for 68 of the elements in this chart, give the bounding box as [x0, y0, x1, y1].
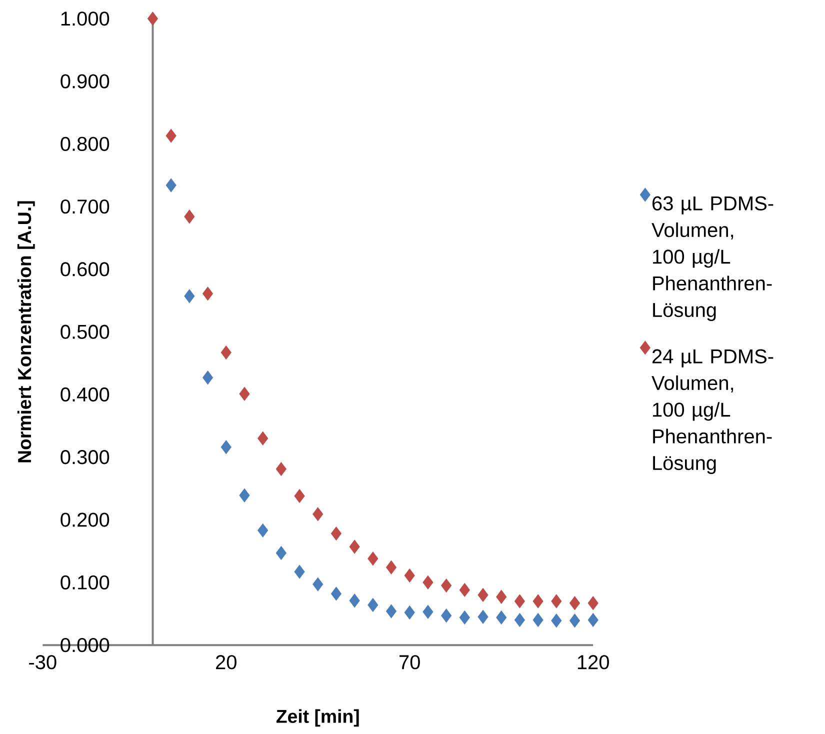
point	[330, 526, 342, 540]
point	[349, 593, 360, 608]
point	[551, 594, 562, 608]
point	[312, 507, 324, 521]
point	[532, 612, 544, 627]
point	[496, 610, 507, 624]
y-tick-label: 0.100	[60, 575, 110, 590]
point	[368, 598, 378, 612]
point	[478, 610, 488, 624]
point	[459, 610, 470, 624]
point	[276, 546, 286, 560]
y-tick-label: 0.400	[60, 387, 110, 402]
y-tick-label: 0.600	[60, 262, 110, 276]
y-tick-label: 0.800	[60, 136, 110, 151]
point	[202, 286, 214, 300]
point	[588, 612, 598, 627]
point	[276, 462, 286, 476]
x-axis-title: Zeit [min]	[276, 709, 359, 726]
point	[294, 488, 305, 503]
legend-label: 63 µL PDMS-Volumen, 100 µg/L Phenanthren-Lösung	[652, 196, 774, 321]
point	[386, 560, 397, 574]
point	[368, 552, 378, 566]
point	[239, 386, 250, 401]
point	[441, 578, 452, 592]
point	[202, 370, 214, 384]
point	[551, 614, 562, 628]
point	[569, 596, 580, 610]
point	[569, 614, 580, 628]
point	[404, 605, 415, 620]
point	[386, 604, 397, 618]
point	[514, 612, 525, 627]
point	[184, 289, 195, 303]
point	[220, 440, 232, 454]
y-tick-label: 0.700	[60, 199, 110, 214]
point	[258, 431, 268, 446]
point	[147, 12, 158, 26]
point	[441, 608, 452, 622]
point	[258, 523, 268, 538]
y-tick-label: 0.900	[60, 74, 110, 88]
x-tick-label: 70	[400, 654, 420, 670]
x-tick-label: -30	[29, 654, 56, 670]
x-tick-label: 120	[578, 654, 609, 670]
y-tick-label: 0.200	[60, 512, 110, 527]
point	[330, 586, 342, 600]
point	[532, 594, 544, 608]
point	[588, 596, 598, 610]
y-axis-title: Normiert Konzentration [A.U.]	[17, 201, 35, 462]
point	[220, 345, 232, 360]
point	[294, 564, 305, 579]
y-tick-label: 0.500	[60, 324, 110, 339]
point	[166, 128, 176, 143]
point	[239, 488, 250, 502]
point	[496, 590, 507, 604]
point	[166, 178, 176, 192]
point	[514, 594, 525, 608]
point	[422, 575, 434, 590]
point	[404, 568, 415, 582]
point	[349, 540, 360, 554]
x-tick-label: 20	[216, 654, 236, 670]
point	[422, 604, 434, 619]
point	[478, 588, 488, 602]
legend-label: 24 µL PDMS-Volumen, 100 µg/L Phenanthren-Lösung	[652, 349, 774, 474]
y-tick-label: 0.300	[60, 450, 110, 464]
point	[184, 209, 195, 224]
y-tick-label: 1.000	[61, 11, 110, 26]
point	[312, 577, 324, 592]
y-tick-label: 0.000	[60, 638, 110, 652]
point	[459, 582, 470, 597]
